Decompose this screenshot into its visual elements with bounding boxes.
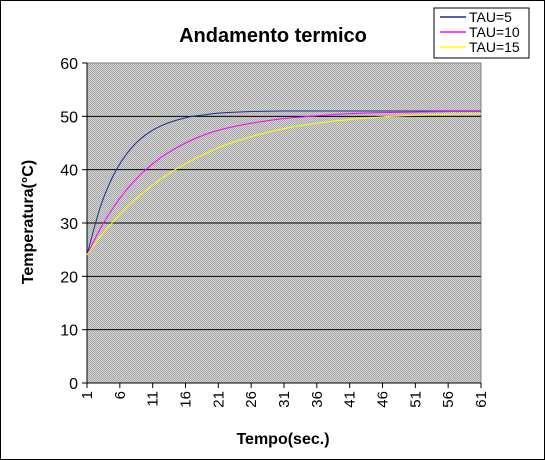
- y-axis-ticks: 0 10 20 30 40 50 60: [60, 56, 87, 393]
- x-axis-label: Tempo(sec.): [236, 431, 329, 448]
- chart-title: Andamento termico: [179, 25, 367, 47]
- legend-label: TAU=5: [469, 9, 512, 25]
- y-axis-label: Temperatura(°C): [20, 160, 37, 284]
- x-tick-label: 31: [276, 391, 293, 408]
- y-tick-label: 20: [60, 269, 78, 286]
- series-line-2: [86, 110, 482, 256]
- x-tick-label: 36: [309, 391, 326, 408]
- x-tick-label: 46: [375, 391, 392, 408]
- x-axis-ticks: 1 6 11 16 21 26 31 36 41 46 51 56 61: [79, 383, 490, 408]
- series-line-3: [86, 113, 482, 256]
- legend-label: TAU=15: [469, 39, 520, 55]
- x-tick-label: 41: [342, 391, 359, 408]
- x-tick-label: 11: [145, 391, 162, 407]
- y-tick-label: 40: [60, 163, 78, 180]
- x-tick-label: 26: [243, 391, 260, 408]
- x-tick-label: 61: [473, 391, 490, 408]
- x-tick-label: 16: [178, 391, 195, 408]
- x-tick-label: 51: [407, 391, 424, 408]
- series-lines: [86, 110, 482, 256]
- y-tick-label: 30: [60, 216, 78, 233]
- y-tick-label: 10: [60, 323, 78, 340]
- series-line-1: [86, 110, 481, 256]
- y-tick-label: 60: [60, 56, 78, 73]
- y-tick-label: 50: [60, 109, 78, 126]
- x-tick-label: 1: [79, 391, 96, 399]
- x-tick-label: 56: [440, 391, 457, 408]
- y-tick-label: 0: [69, 376, 78, 393]
- gridlines: [87, 115, 481, 331]
- x-tick-label: 6: [112, 391, 129, 399]
- x-tick-label: 21: [210, 391, 227, 408]
- legend-label: TAU=10: [469, 24, 520, 40]
